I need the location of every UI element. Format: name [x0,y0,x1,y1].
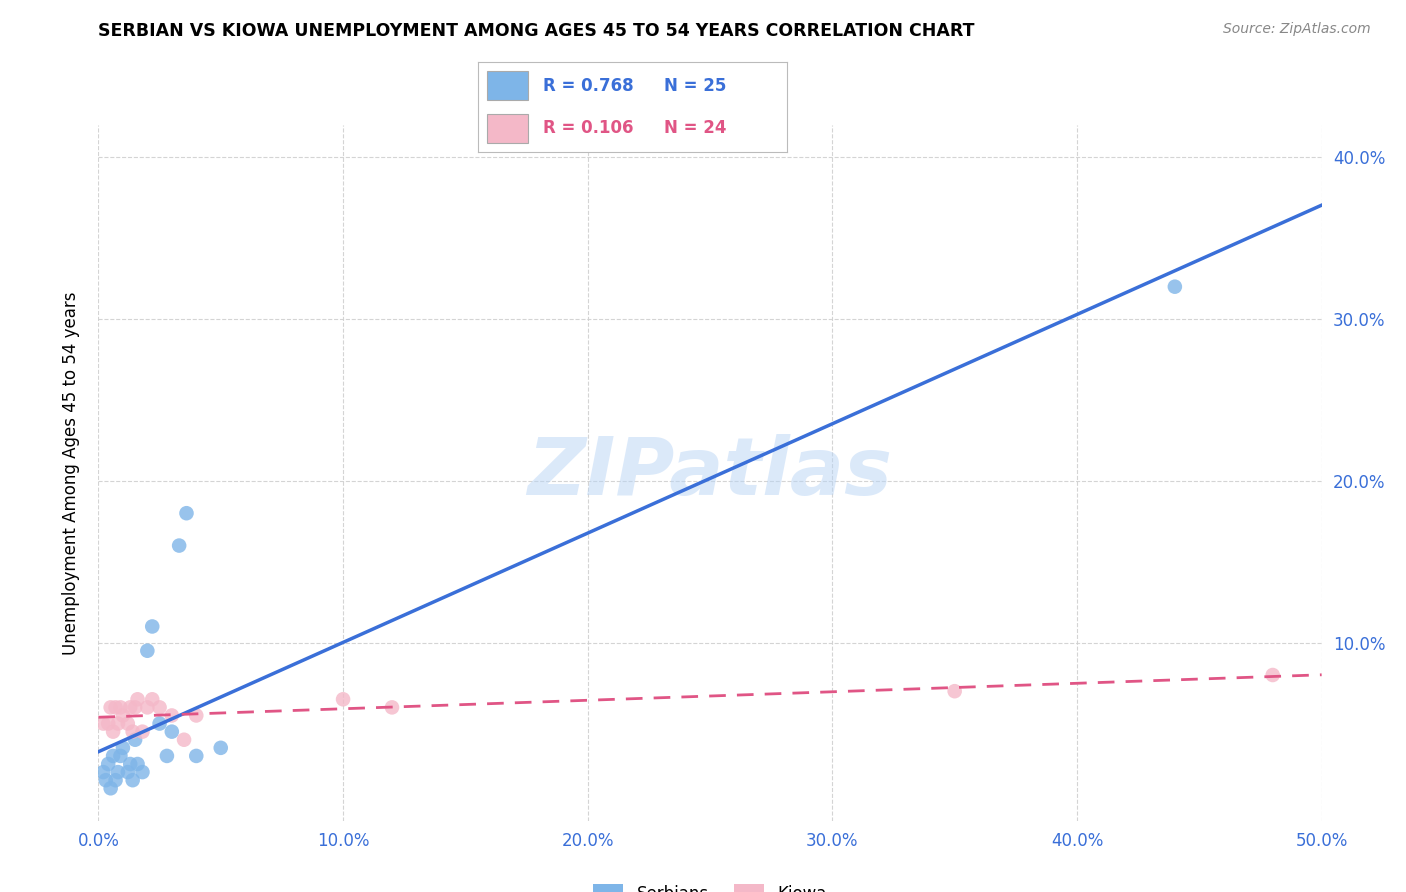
Point [107,716,129,731]
Point [209,740,232,755]
Point [141,619,163,633]
Point [176,506,198,520]
Point [156,748,179,763]
Point [131,724,153,739]
Point [136,700,159,714]
Point [101,748,124,763]
Text: R = 0.106: R = 0.106 [543,120,634,137]
Point [100,700,122,714]
Point [100,781,122,796]
Point [91,716,114,731]
FancyBboxPatch shape [488,114,527,143]
Text: SERBIAN VS KIOWA UNEMPLOYMENT AMONG AGES 45 TO 54 YEARS CORRELATION CHART: SERBIAN VS KIOWA UNEMPLOYMENT AMONG AGES… [98,22,974,40]
Point [104,773,127,788]
Point [94,773,117,788]
Point [121,724,143,739]
Point [149,700,172,714]
Point [120,700,142,714]
Point [110,748,132,763]
Point [127,692,149,706]
Text: N = 25: N = 25 [664,77,725,95]
Text: ZIPatlas: ZIPatlas [527,434,893,512]
Point [111,708,134,723]
Point [186,708,208,723]
Point [1261,668,1284,682]
Point [91,765,114,780]
Point [149,716,172,731]
Point [110,700,132,714]
Point [160,708,183,723]
Point [124,700,146,714]
Point [1164,279,1187,293]
Point [107,765,129,780]
Point [97,716,120,731]
Point [332,692,354,706]
Point [136,644,159,658]
Point [104,700,127,714]
Point [141,692,163,706]
Legend: Serbians, Kiowa: Serbians, Kiowa [586,878,834,892]
FancyBboxPatch shape [488,71,527,100]
Point [101,724,124,739]
Point [173,732,195,747]
Point [117,716,139,731]
Point [120,757,142,772]
Y-axis label: Unemployment Among Ages 45 to 54 years: Unemployment Among Ages 45 to 54 years [62,291,80,655]
Point [381,700,404,714]
Point [121,773,143,788]
Text: Source: ZipAtlas.com: Source: ZipAtlas.com [1223,22,1371,37]
Point [97,757,120,772]
Point [124,732,146,747]
Point [943,684,966,698]
Point [127,757,149,772]
Point [131,765,153,780]
Point [160,724,183,739]
Text: N = 24: N = 24 [664,120,725,137]
Point [186,748,208,763]
Text: R = 0.768: R = 0.768 [543,77,634,95]
Point [117,765,139,780]
Point [111,740,134,755]
Point [167,539,190,553]
